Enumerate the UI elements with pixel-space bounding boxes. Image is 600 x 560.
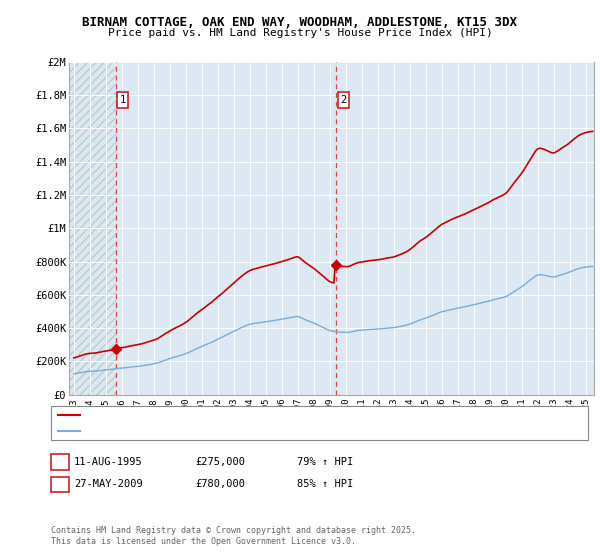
Text: £275,000: £275,000 [195,457,245,467]
Text: 1: 1 [119,95,126,105]
Text: BIRNAM COTTAGE, OAK END WAY, WOODHAM, ADDLESTONE, KT15 3DX: BIRNAM COTTAGE, OAK END WAY, WOODHAM, AD… [83,16,517,29]
Text: HPI: Average price, detached house, Runnymede: HPI: Average price, detached house, Runn… [82,426,319,435]
Text: 79% ↑ HPI: 79% ↑ HPI [297,457,353,467]
Text: Price paid vs. HM Land Registry's House Price Index (HPI): Price paid vs. HM Land Registry's House … [107,28,493,38]
Text: 11-AUG-1995: 11-AUG-1995 [74,457,143,467]
Text: 85% ↑ HPI: 85% ↑ HPI [297,479,353,489]
Text: £780,000: £780,000 [195,479,245,489]
Text: 2: 2 [57,479,63,489]
Text: 2: 2 [340,95,347,105]
Text: 27-MAY-2009: 27-MAY-2009 [74,479,143,489]
Text: BIRNAM COTTAGE, OAK END WAY, WOODHAM, ADDLESTONE, KT15 3DX (detached house): BIRNAM COTTAGE, OAK END WAY, WOODHAM, AD… [82,410,476,419]
Text: 1: 1 [57,457,63,467]
Text: Contains HM Land Registry data © Crown copyright and database right 2025.
This d: Contains HM Land Registry data © Crown c… [51,526,416,546]
